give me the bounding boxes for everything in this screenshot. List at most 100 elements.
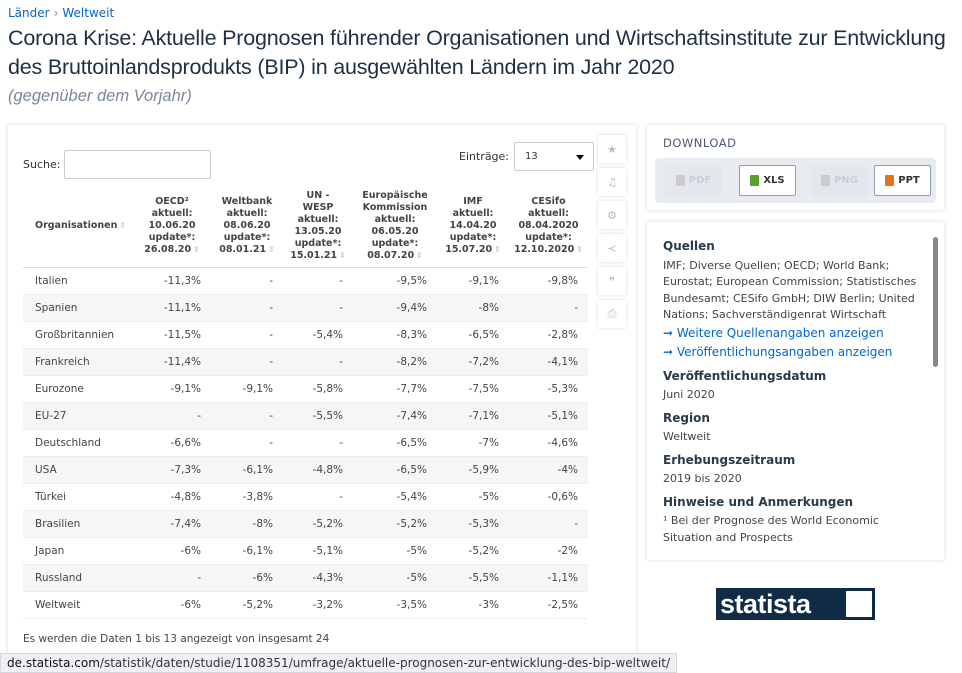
table-info: Es werden die Daten 1 bis 13 angezeigt v… (23, 633, 330, 645)
share-icon[interactable]: ≺ (598, 234, 626, 262)
table-row: Großbritannien -11,5% - -5,4% -8,3% -6,5% -2,8… (23, 321, 588, 349)
sort-icon[interactable]: ⇕ (119, 220, 127, 230)
breadcrumb: Länder › Weltweit (8, 6, 948, 21)
gear-icon[interactable]: ⚙ (598, 201, 626, 229)
column-header[interactable]: IMF aktuell: 14.04.20 update*: 15.07.20 ⇕ (437, 185, 509, 268)
cell-value: -5,1% (283, 537, 353, 565)
header-line: aktuell: (374, 213, 416, 225)
header-line: 08.01.21 (219, 243, 267, 255)
cell-value: -3% (437, 591, 509, 619)
cell-value: -6,5% (353, 456, 437, 484)
column-header[interactable]: CESifo aktuell: 08.04.2020 update*: 12.10.20… (509, 185, 588, 268)
column-header[interactable]: UN - WESP aktuell: 13.05.20 update*: 15.01.21… (283, 185, 353, 268)
column-header[interactable]: Organisationen ⇕ (23, 185, 133, 268)
cell-value: -9,1% (133, 375, 211, 403)
cell-value: -2,8% (509, 321, 588, 349)
table-row: Brasilien -7,4% -8% -5,2% -5,2% -5,3% - (23, 510, 588, 538)
header-line: update*: (525, 231, 572, 243)
table-row: Türkei -4,8% -3,8% - -5,4% -5% -0,6% (23, 483, 588, 511)
sort-icon[interactable]: ⇕ (193, 244, 200, 254)
header-line: aktuell: (151, 207, 193, 219)
cell-value: -5,5% (437, 564, 509, 592)
sort-icon[interactable]: ⇕ (494, 244, 501, 254)
cell-value: -11,4% (133, 348, 211, 376)
cell-value: -5,2% (283, 510, 353, 538)
row-label: Deutschland (23, 429, 133, 457)
header-line: update*: (449, 231, 497, 243)
cell-value: -11,5% (133, 321, 211, 349)
header-line: 26.08.20 (144, 243, 192, 255)
cell-value: -11,3% (133, 267, 211, 295)
sort-icon[interactable]: ⇕ (339, 250, 346, 260)
scrollbar[interactable] (933, 237, 938, 367)
sort-icon[interactable]: ⇕ (576, 244, 583, 254)
header-line: IMF (463, 195, 483, 207)
publication-link[interactable]: ➞ Veröffentlichungsangaben anzeigen (663, 344, 893, 359)
cell-value: -7% (437, 429, 509, 457)
row-label: EU-27 (23, 402, 133, 430)
column-header[interactable]: OECD² aktuell: 10.06.20 update*: 26.08.20 ⇕ (133, 185, 211, 268)
more-sources-link[interactable]: ➞ Weitere Quellenangaben anzeigen (663, 325, 884, 340)
search: Suche: (23, 150, 212, 179)
quote-icon[interactable]: ❞ (598, 267, 626, 295)
cell-value: -5,2% (353, 510, 437, 538)
cell-value: -9,4% (353, 294, 437, 322)
cell-value: - (509, 510, 588, 538)
header-line: 08.06.20 (223, 219, 271, 231)
column-header[interactable]: Weltbank aktuell: 08.06.20 update*: 08.01.21… (211, 185, 283, 268)
header-line: 14.04.20 (449, 219, 497, 231)
cell-value: -6,5% (437, 321, 509, 349)
url-path: /statistik/daten/studie/1108351/umfrage/… (99, 656, 670, 670)
search-input[interactable] (64, 150, 212, 179)
entries-select[interactable]: 13 (514, 142, 595, 171)
print-icon[interactable]: ⎙ (598, 300, 626, 328)
cell-value: - (509, 294, 588, 322)
cell-value: -2,5% (509, 591, 588, 619)
header-line: aktuell: (226, 207, 268, 219)
cell-value: -8% (211, 510, 283, 538)
cell-value: -7,3% (133, 456, 211, 484)
header-line: update*: (294, 237, 342, 249)
cell-value: -5,5% (283, 402, 353, 430)
cell-value: - (283, 348, 353, 376)
cell-value: -6% (133, 591, 211, 619)
png-label: PNG (834, 175, 858, 186)
breadcrumb-laender[interactable]: Länder (8, 6, 50, 20)
table-row: Frankreich -11,4% - - -8,2% -7,2% -4,1% (23, 348, 588, 376)
cell-value: - (283, 294, 353, 322)
row-label: Großbritannien (23, 321, 133, 349)
table-row: Deutschland -6,6% - - -6,5% -7% -4,6% (23, 429, 588, 457)
row-label: Brasilien (23, 510, 133, 538)
header-line: Kommission (362, 201, 428, 213)
cell-value: -2% (509, 537, 588, 565)
cell-value: -9,1% (211, 375, 283, 403)
row-label: Türkei (23, 483, 133, 511)
chevron-right-icon: › (53, 6, 59, 20)
header-line: aktuell: (452, 207, 494, 219)
cell-value: -5,4% (353, 483, 437, 511)
toolbar: ★ ♫ ⚙ ≺ ❞ ⎙ (598, 135, 626, 333)
ppt-button[interactable]: PPT (874, 165, 931, 196)
cell-value: -5,2% (437, 537, 509, 565)
pdf-file-icon (675, 175, 685, 186)
cell-value: -4,8% (133, 483, 211, 511)
pdf-button[interactable]: PDF (665, 165, 722, 196)
xls-button[interactable]: XLS (739, 165, 796, 196)
notes-title: Hinweise und Anmerkungen (663, 494, 854, 509)
cell-value: -4,3% (283, 564, 353, 592)
sort-icon[interactable]: ⇕ (416, 250, 423, 260)
sort-icon[interactable]: ⇕ (268, 244, 275, 254)
cell-value: -3,8% (211, 483, 283, 511)
pub-date: Juni 2020 (663, 388, 715, 401)
column-header[interactable]: Europäische Kommission aktuell: 06.05.20 upd… (353, 185, 437, 268)
header-line: UN - (306, 189, 330, 201)
cell-value: -4,6% (509, 429, 588, 457)
header-line: 15.01.21 (290, 249, 338, 261)
breadcrumb-weltweit[interactable]: Weltweit (62, 6, 115, 20)
period-value: 2019 bis 2020 (663, 472, 742, 485)
table-row: Spanien -11,1% - - -9,4% -8% - (23, 294, 588, 322)
pdf-label: PDF (688, 175, 712, 186)
star-icon[interactable]: ★ (598, 135, 626, 163)
bell-icon[interactable]: ♫ (598, 168, 626, 196)
png-button[interactable]: PNG (811, 165, 868, 196)
